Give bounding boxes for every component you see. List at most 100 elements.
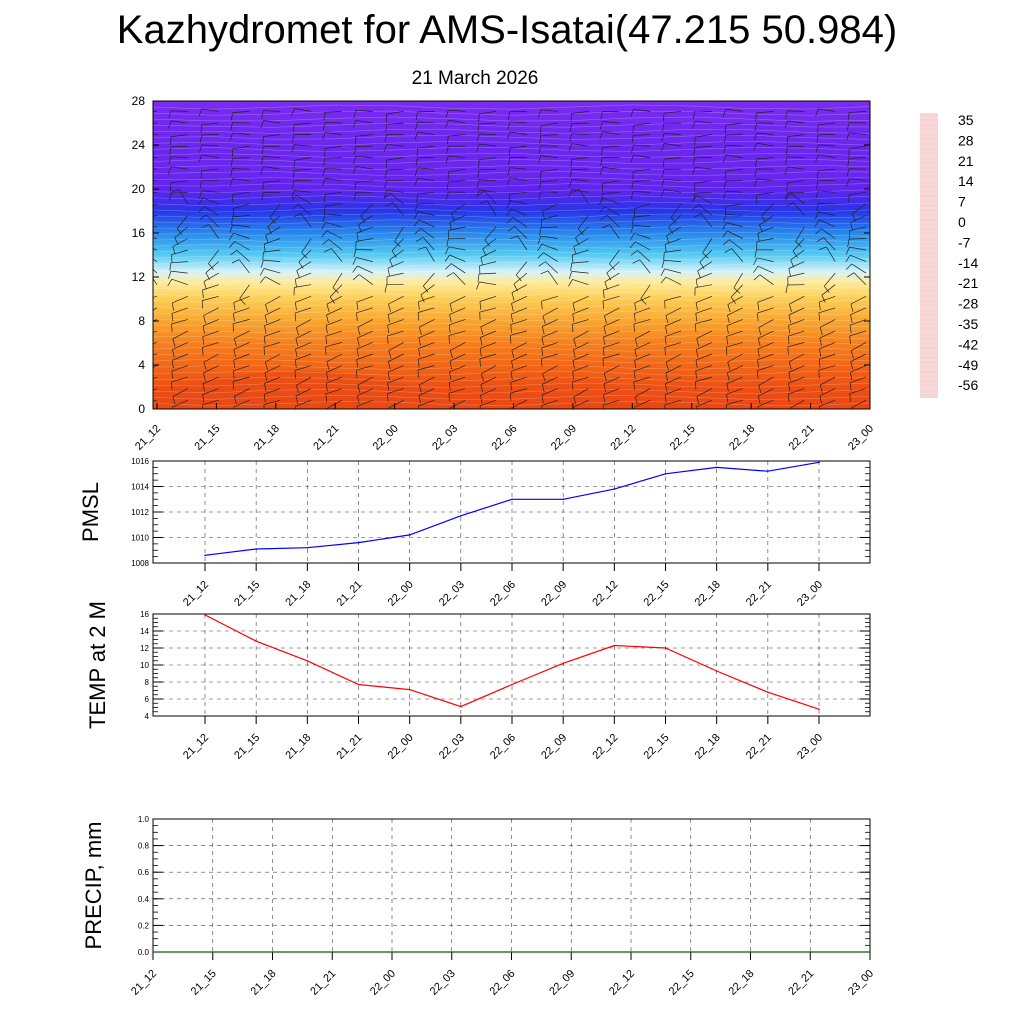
- wind-barb-flag: [695, 370, 697, 379]
- wind-barb-shaft: [479, 261, 497, 267]
- wind-barb-shaft: [176, 215, 189, 229]
- wind-barb-flag: [757, 338, 761, 347]
- isotherm-line: [153, 255, 870, 261]
- isotherm-line: [153, 195, 870, 201]
- wind-barb-flag: [784, 166, 788, 175]
- data-point: [306, 660, 309, 662]
- wind-barb-flag: [723, 145, 727, 153]
- wind-barb-flag: [292, 124, 295, 133]
- wind-barb-flag: [203, 315, 206, 324]
- wind-barb-shaft: [759, 215, 774, 226]
- wind-barb-shaft: [387, 330, 404, 337]
- wind-barb-flag: [726, 383, 729, 392]
- wind-barb-shaft: [665, 376, 682, 385]
- isotherm-line: [153, 140, 870, 146]
- y-tick-label: 1012: [131, 508, 149, 517]
- isotherm-line: [153, 249, 870, 255]
- wind-barb-shaft: [325, 178, 343, 182]
- wind-barb-flag: [541, 326, 545, 335]
- wind-barb-shaft: [510, 200, 527, 205]
- y-tick-label: 0.8: [138, 842, 150, 851]
- wind-barb-flag: [261, 146, 264, 155]
- wind-barb-shaft: [417, 202, 435, 205]
- wind-barb-shaft: [819, 399, 836, 407]
- isotherm-line: [153, 274, 870, 279]
- wind-barb-flag: [446, 146, 449, 154]
- wind-barb-flag: [757, 233, 760, 242]
- wind-barb-shaft: [694, 156, 712, 158]
- wind-barb-shaft: [294, 190, 312, 193]
- wind-barb-flag: [786, 202, 794, 207]
- wind-barb-flag: [322, 122, 326, 131]
- wind-barb-shaft: [758, 330, 774, 339]
- wind-barb-shaft: [729, 239, 743, 251]
- isotherm-line: [153, 110, 870, 116]
- wind-barb-shaft: [571, 157, 589, 160]
- wind-barb-shaft: [386, 111, 404, 115]
- wind-barb-flag: [420, 294, 425, 303]
- wind-barb-shaft: [820, 376, 836, 386]
- wind-barb-flag: [171, 323, 173, 333]
- x-tick-label: 22_18: [727, 968, 757, 998]
- chart-title: Kazhydromet for AMS-Isatai(47.215 50.984…: [116, 8, 898, 52]
- wind-barb-shaft: [326, 399, 343, 409]
- wind-barb-shaft: [602, 131, 620, 135]
- wind-barb-shaft: [233, 307, 250, 314]
- wind-barb-shaft: [201, 168, 219, 172]
- wind-barb-shaft: [202, 284, 219, 291]
- wind-barb-shaft: [819, 219, 836, 228]
- wind-barb-flag: [169, 192, 172, 201]
- wind-barb-flag: [661, 260, 665, 269]
- wind-barb-flag: [848, 194, 850, 203]
- wind-barb-flag: [665, 383, 668, 392]
- wind-barb-shaft: [295, 342, 312, 350]
- wind-barb-shaft: [232, 215, 250, 218]
- wind-barb-shaft: [787, 272, 805, 278]
- wind-barb-shaft: [479, 295, 497, 302]
- wind-barb-shaft: [387, 388, 404, 394]
- wind-barb-shaft: [153, 179, 158, 182]
- wind-barb-shaft: [694, 180, 712, 184]
- wind-barb-flag: [295, 349, 298, 357]
- wind-barb-flag: [661, 143, 665, 152]
- wind-barb-shaft: [725, 144, 743, 147]
- wind-barb-flag: [448, 393, 450, 402]
- wind-barb-flag: [539, 181, 542, 190]
- wind-barb-flag: [754, 122, 757, 131]
- wind-barb-flag: [357, 338, 360, 346]
- wind-barb-flag: [292, 134, 295, 143]
- wind-barb-shaft: [603, 319, 620, 327]
- wind-barb-shaft: [203, 307, 219, 316]
- wind-barb-shaft: [633, 145, 651, 147]
- wind-barb-flag: [816, 170, 819, 179]
- wind-barb-shaft: [232, 191, 250, 196]
- wind-barb-shaft: [357, 265, 373, 274]
- wind-barb-flag: [815, 154, 819, 163]
- wind-barb-shaft: [633, 233, 651, 239]
- colorbar-label: -42: [958, 336, 978, 352]
- wind-barb-flag: [171, 371, 174, 380]
- wind-barb-flag: [484, 239, 491, 247]
- x-tick-label: 22_15: [642, 579, 672, 609]
- wind-barb-flag: [541, 405, 543, 409]
- wind-barb-flag: [229, 241, 236, 248]
- wind-barb-flag: [632, 217, 634, 226]
- colorbar-label: 35: [958, 112, 974, 128]
- isotherm-line: [153, 177, 870, 182]
- wind-barb-flag: [571, 382, 574, 391]
- wind-barb-flag: [726, 394, 728, 403]
- wind-barb-flag: [662, 123, 665, 132]
- wind-barb-flag: [260, 156, 264, 165]
- wind-barb-flag: [758, 385, 762, 394]
- wind-barbs: [153, 108, 867, 409]
- wind-barb-flag: [665, 372, 669, 381]
- chart-subtitle: 21 March 2026: [411, 68, 539, 89]
- wind-barb-flag: [511, 292, 515, 301]
- x-tick-label: 21_12: [181, 579, 211, 609]
- wind-barb-flag: [203, 362, 207, 371]
- wind-barb-shaft: [819, 388, 836, 397]
- wind-barb-shaft: [232, 168, 250, 170]
- wind-barb-shaft: [757, 353, 774, 361]
- wind-barb-shaft: [325, 203, 343, 207]
- wind-barb-flag: [414, 132, 418, 140]
